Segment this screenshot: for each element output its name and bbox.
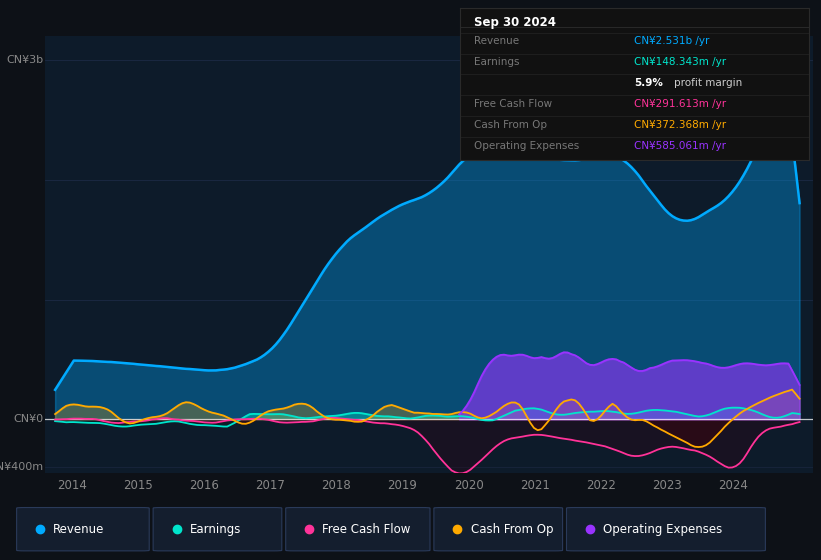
FancyBboxPatch shape (286, 507, 430, 551)
Text: Revenue: Revenue (53, 522, 104, 536)
Text: CN¥372.368m /yr: CN¥372.368m /yr (635, 120, 727, 130)
FancyBboxPatch shape (154, 507, 282, 551)
Text: Earnings: Earnings (474, 57, 519, 67)
FancyBboxPatch shape (16, 507, 149, 551)
Text: Cash From Op: Cash From Op (470, 522, 553, 536)
Text: Operating Expenses: Operating Expenses (474, 141, 579, 151)
Text: CN¥585.061m /yr: CN¥585.061m /yr (635, 141, 727, 151)
Text: Cash From Op: Cash From Op (474, 120, 547, 130)
Text: Sep 30 2024: Sep 30 2024 (474, 16, 556, 29)
Text: CN¥291.613m /yr: CN¥291.613m /yr (635, 99, 727, 109)
Text: -CN¥400m: -CN¥400m (0, 462, 44, 472)
Text: Revenue: Revenue (474, 36, 519, 46)
Text: Free Cash Flow: Free Cash Flow (474, 99, 552, 109)
Text: Earnings: Earnings (190, 522, 241, 536)
FancyBboxPatch shape (566, 507, 765, 551)
Text: 5.9%: 5.9% (635, 78, 663, 88)
Text: profit margin: profit margin (674, 78, 743, 88)
Text: CN¥2.531b /yr: CN¥2.531b /yr (635, 36, 709, 46)
Text: CN¥148.343m /yr: CN¥148.343m /yr (635, 57, 727, 67)
Text: Free Cash Flow: Free Cash Flow (323, 522, 410, 536)
Text: Operating Expenses: Operating Expenses (603, 522, 722, 536)
Text: CN¥0: CN¥0 (13, 414, 44, 424)
FancyBboxPatch shape (434, 507, 562, 551)
Text: CN¥3b: CN¥3b (7, 55, 44, 66)
